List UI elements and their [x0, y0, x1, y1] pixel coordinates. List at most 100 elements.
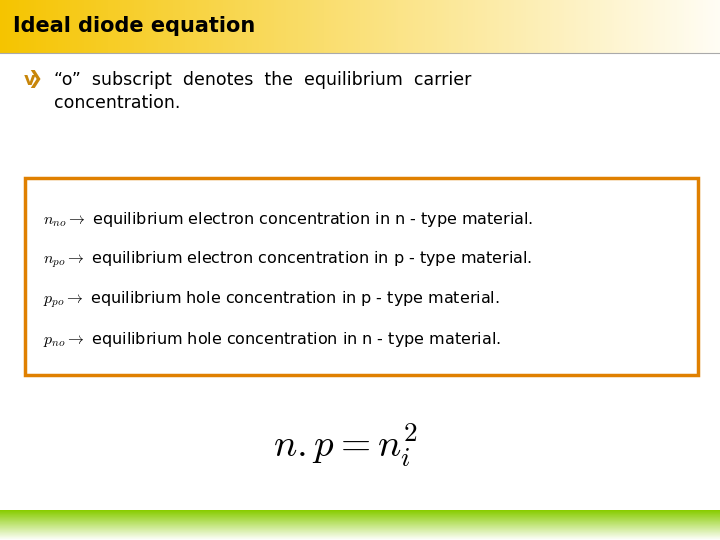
- Bar: [101, 0, 103, 53]
- Bar: [365, 0, 367, 53]
- Bar: [45, 0, 48, 53]
- Bar: [115, 0, 117, 53]
- Bar: [295, 0, 297, 53]
- Bar: [470, 0, 473, 53]
- Bar: [142, 0, 144, 53]
- Text: Ideal diode equation: Ideal diode equation: [13, 16, 255, 37]
- Bar: [605, 0, 607, 53]
- Bar: [675, 0, 677, 53]
- Bar: [338, 0, 341, 53]
- Bar: [2, 0, 5, 53]
- Bar: [706, 0, 708, 53]
- Bar: [74, 0, 77, 53]
- Bar: [552, 0, 554, 53]
- Bar: [513, 0, 516, 53]
- Bar: [456, 0, 459, 53]
- Bar: [324, 0, 326, 53]
- Bar: [293, 0, 295, 53]
- Bar: [490, 0, 492, 53]
- Bar: [384, 0, 387, 53]
- Bar: [60, 0, 63, 53]
- Bar: [369, 0, 372, 53]
- Bar: [182, 0, 185, 53]
- Bar: [636, 0, 639, 53]
- Bar: [180, 0, 182, 53]
- Bar: [650, 0, 653, 53]
- Text: $n_{no} \rightarrow$ equilibrium electron concentration in n - type material.: $n_{no} \rightarrow$ equilibrium electro…: [43, 210, 534, 229]
- Bar: [34, 0, 36, 53]
- Bar: [91, 0, 94, 53]
- Bar: [58, 0, 60, 53]
- Bar: [571, 0, 574, 53]
- Bar: [144, 0, 146, 53]
- Bar: [413, 0, 415, 53]
- Bar: [163, 0, 166, 53]
- Bar: [288, 0, 290, 53]
- Bar: [149, 0, 151, 53]
- Text: ❯: ❯: [27, 70, 42, 88]
- Bar: [125, 0, 127, 53]
- Bar: [655, 0, 657, 53]
- Bar: [53, 0, 55, 53]
- Bar: [230, 0, 233, 53]
- Text: concentration.: concentration.: [54, 94, 181, 112]
- Bar: [228, 0, 230, 53]
- Bar: [567, 0, 569, 53]
- Bar: [621, 0, 624, 53]
- Bar: [166, 0, 168, 53]
- Bar: [333, 0, 336, 53]
- Bar: [598, 0, 600, 53]
- Bar: [444, 0, 446, 53]
- Bar: [221, 0, 223, 53]
- Bar: [430, 0, 432, 53]
- Bar: [77, 0, 79, 53]
- Bar: [526, 0, 528, 53]
- Bar: [329, 0, 331, 53]
- Bar: [322, 0, 324, 53]
- Bar: [276, 0, 279, 53]
- Bar: [538, 0, 540, 53]
- Bar: [132, 0, 135, 53]
- Bar: [540, 0, 542, 53]
- Bar: [425, 0, 427, 53]
- Bar: [564, 0, 567, 53]
- Bar: [408, 0, 410, 53]
- Bar: [516, 0, 518, 53]
- Bar: [396, 0, 398, 53]
- Bar: [137, 0, 139, 53]
- Bar: [36, 0, 38, 53]
- Bar: [487, 0, 490, 53]
- Bar: [451, 0, 454, 53]
- Bar: [578, 0, 581, 53]
- Bar: [485, 0, 487, 53]
- Bar: [595, 0, 598, 53]
- Bar: [624, 0, 626, 53]
- Bar: [146, 0, 149, 53]
- Bar: [189, 0, 192, 53]
- Bar: [441, 0, 444, 53]
- Bar: [585, 0, 588, 53]
- Bar: [648, 0, 650, 53]
- Bar: [41, 0, 43, 53]
- Bar: [521, 0, 523, 53]
- Bar: [214, 0, 216, 53]
- Bar: [641, 0, 643, 53]
- Bar: [247, 0, 250, 53]
- Bar: [5, 0, 7, 53]
- Bar: [153, 0, 156, 53]
- Bar: [387, 0, 389, 53]
- Bar: [261, 0, 264, 53]
- Bar: [480, 0, 482, 53]
- Bar: [343, 0, 346, 53]
- Bar: [235, 0, 238, 53]
- Bar: [473, 0, 475, 53]
- Bar: [583, 0, 585, 53]
- Bar: [259, 0, 261, 53]
- Bar: [240, 0, 243, 53]
- Bar: [610, 0, 612, 53]
- Bar: [667, 0, 670, 53]
- Bar: [84, 0, 86, 53]
- Bar: [317, 0, 319, 53]
- Bar: [346, 0, 348, 53]
- Bar: [468, 0, 470, 53]
